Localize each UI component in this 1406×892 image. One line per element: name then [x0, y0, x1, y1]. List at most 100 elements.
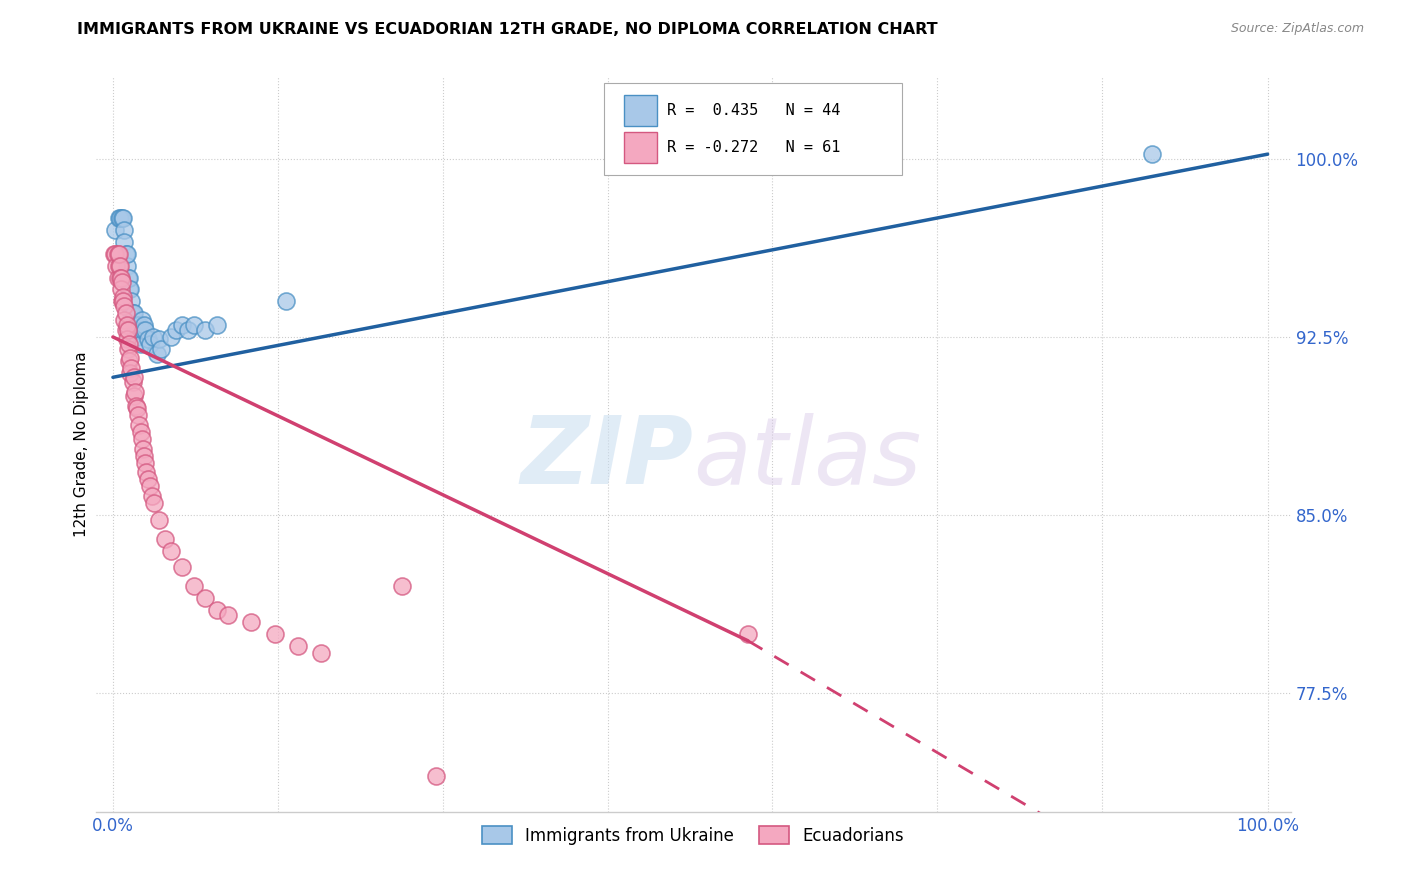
Point — [132, 449, 155, 463]
Point — [136, 472, 159, 486]
Y-axis label: 12th Grade, No Diploma: 12th Grade, No Diploma — [73, 351, 89, 537]
Text: IMMIGRANTS FROM UKRAINE VS ECUADORIAN 12TH GRADE, NO DIPLOMA CORRELATION CHART: IMMIGRANTS FROM UKRAINE VS ECUADORIAN 12… — [77, 22, 938, 37]
Point — [143, 496, 166, 510]
Point — [172, 318, 194, 332]
Text: Source: ZipAtlas.com: Source: ZipAtlas.com — [1230, 22, 1364, 36]
Point — [118, 283, 141, 297]
Point — [114, 299, 136, 313]
Point — [124, 323, 146, 337]
Point — [114, 313, 136, 327]
Point — [177, 323, 200, 337]
Point — [391, 579, 413, 593]
Point — [134, 323, 156, 337]
Point — [153, 532, 176, 546]
Point — [118, 353, 141, 368]
Point — [115, 318, 138, 332]
Point — [115, 247, 138, 261]
Text: R =  0.435   N = 44: R = 0.435 N = 44 — [666, 103, 841, 118]
Point — [737, 626, 759, 640]
Point — [120, 366, 142, 380]
Point — [121, 306, 143, 320]
Point — [114, 235, 136, 249]
Point — [159, 543, 181, 558]
Point — [128, 318, 150, 332]
Point — [120, 351, 142, 366]
Point — [114, 247, 136, 261]
Point — [107, 259, 129, 273]
Point — [107, 247, 129, 261]
Point — [125, 399, 148, 413]
Point — [104, 223, 127, 237]
Point — [183, 318, 205, 332]
Point — [117, 270, 139, 285]
Point — [159, 330, 181, 344]
Point — [111, 294, 134, 309]
Point — [117, 342, 139, 356]
Point — [124, 384, 146, 399]
Text: atlas: atlas — [693, 413, 921, 504]
Point — [127, 330, 149, 344]
FancyBboxPatch shape — [603, 83, 903, 175]
Point — [139, 479, 162, 493]
Point — [136, 332, 159, 346]
Point — [148, 513, 170, 527]
Point — [125, 318, 148, 332]
Point — [107, 247, 129, 261]
Point — [127, 323, 149, 337]
Point — [129, 337, 152, 351]
Point — [122, 318, 145, 332]
Point — [127, 409, 149, 423]
Point — [194, 591, 217, 605]
Point — [107, 270, 129, 285]
Point — [132, 318, 155, 332]
Point — [127, 401, 149, 416]
Point — [309, 646, 332, 660]
Point — [128, 417, 150, 432]
Point — [114, 323, 136, 337]
Point — [172, 560, 194, 574]
Point — [120, 283, 142, 297]
Point — [131, 313, 153, 327]
Point — [135, 465, 157, 479]
Point — [118, 270, 141, 285]
Point — [194, 323, 217, 337]
Point — [110, 270, 132, 285]
Point — [276, 294, 298, 309]
Text: R = -0.272   N = 61: R = -0.272 N = 61 — [666, 140, 841, 154]
Point — [117, 323, 139, 337]
Point — [205, 318, 228, 332]
Point — [112, 290, 135, 304]
Text: ZIP: ZIP — [520, 412, 693, 505]
Point — [121, 375, 143, 389]
Point — [115, 259, 138, 273]
Point — [120, 294, 142, 309]
Point — [142, 330, 165, 344]
Point — [108, 211, 131, 226]
Point — [122, 370, 145, 384]
Point — [141, 489, 163, 503]
Point — [111, 276, 134, 290]
Point — [110, 283, 132, 297]
Legend: Immigrants from Ukraine, Ecuadorians: Immigrants from Ukraine, Ecuadorians — [475, 819, 911, 851]
Bar — [624, 95, 658, 126]
Point — [120, 306, 142, 320]
Point — [122, 389, 145, 403]
Point — [111, 211, 134, 226]
Point — [183, 579, 205, 593]
Point — [103, 247, 125, 261]
Point — [108, 270, 131, 285]
Point — [205, 603, 228, 617]
Point — [150, 342, 173, 356]
Point — [134, 456, 156, 470]
Point — [107, 211, 129, 226]
Point — [287, 639, 309, 653]
Point — [108, 259, 131, 273]
Point — [120, 360, 142, 375]
Point — [425, 769, 447, 783]
Point — [115, 332, 138, 346]
Point — [131, 432, 153, 446]
Point — [132, 442, 155, 456]
Point — [165, 323, 187, 337]
Point — [139, 337, 162, 351]
Point — [105, 259, 128, 273]
